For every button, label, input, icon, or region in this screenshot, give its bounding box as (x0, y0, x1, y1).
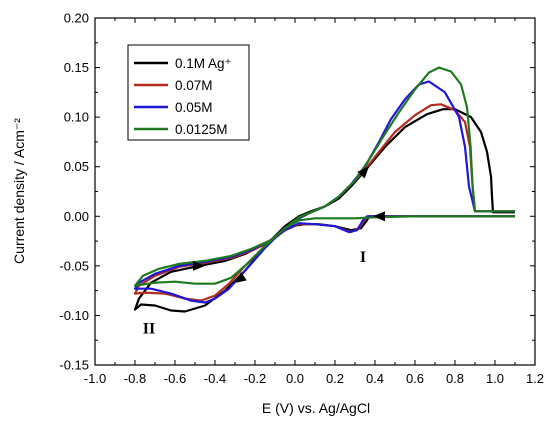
peak-label-2: II (143, 320, 155, 337)
x-tick-label: -0.6 (164, 371, 186, 386)
legend-items: 0.1M Ag⁺ 0.07M 0.05M 0.0125M (134, 56, 232, 137)
x-tick-label: -1.0 (84, 371, 106, 386)
direction-arrow-icon (234, 272, 247, 284)
y-axis-title: Current density / Acm⁻² (11, 118, 27, 264)
peak-label-1: I (360, 249, 366, 266)
legend: 0.1M Ag⁺ 0.07M 0.05M 0.0125M (127, 44, 250, 141)
y-tick-label: 0.05 (64, 159, 89, 174)
direction-arrow-icon (357, 166, 370, 179)
tick-layer (94, 17, 536, 366)
tick-label-layer: -1.0 -0.8 -0.6 -0.4 -0.2 0.0 0.2 0.4 0.6 0.8 1.0 1.… (59, 11, 544, 387)
legend-label-4: 0.0125M (175, 122, 228, 137)
legend-box (127, 44, 250, 141)
x-tick-label: 0.8 (446, 371, 464, 386)
y-tick-label: 0.20 (64, 11, 89, 26)
legend-label-3: 0.05M (175, 100, 213, 115)
legend-label-1: 0.1M Ag⁺ (175, 56, 232, 71)
annotation-layer: III (143, 249, 366, 337)
x-tick-label: 0.4 (366, 371, 384, 386)
y-tick-label: -0.15 (59, 358, 89, 373)
x-tick-label: 1.2 (526, 371, 544, 386)
legend-label-2: 0.07M (175, 78, 213, 93)
x-tick-label: -0.8 (124, 371, 146, 386)
x-tick-label: 0.2 (326, 371, 344, 386)
x-axis-title: E (V) vs. Ag/AgCl (262, 400, 370, 416)
x-tick-label: -0.2 (244, 371, 266, 386)
y-tick-label: 0.10 (64, 110, 89, 125)
x-tick-label: 1.0 (486, 371, 504, 386)
arrow-layer (193, 166, 385, 284)
y-tick-label: 0.15 (64, 60, 89, 75)
y-tick-label: -0.10 (59, 308, 89, 323)
y-tick-label: 0.00 (64, 209, 89, 224)
direction-arrow-icon (193, 260, 205, 271)
y-tick-label: -0.05 (59, 258, 89, 273)
direction-arrow-icon (373, 211, 385, 222)
x-tick-label: -0.4 (204, 371, 226, 386)
series-line-4 (133, 66, 515, 287)
x-tick-label: 0.0 (286, 371, 304, 386)
x-tick-label: 0.6 (406, 371, 424, 386)
series-layer (133, 66, 515, 313)
